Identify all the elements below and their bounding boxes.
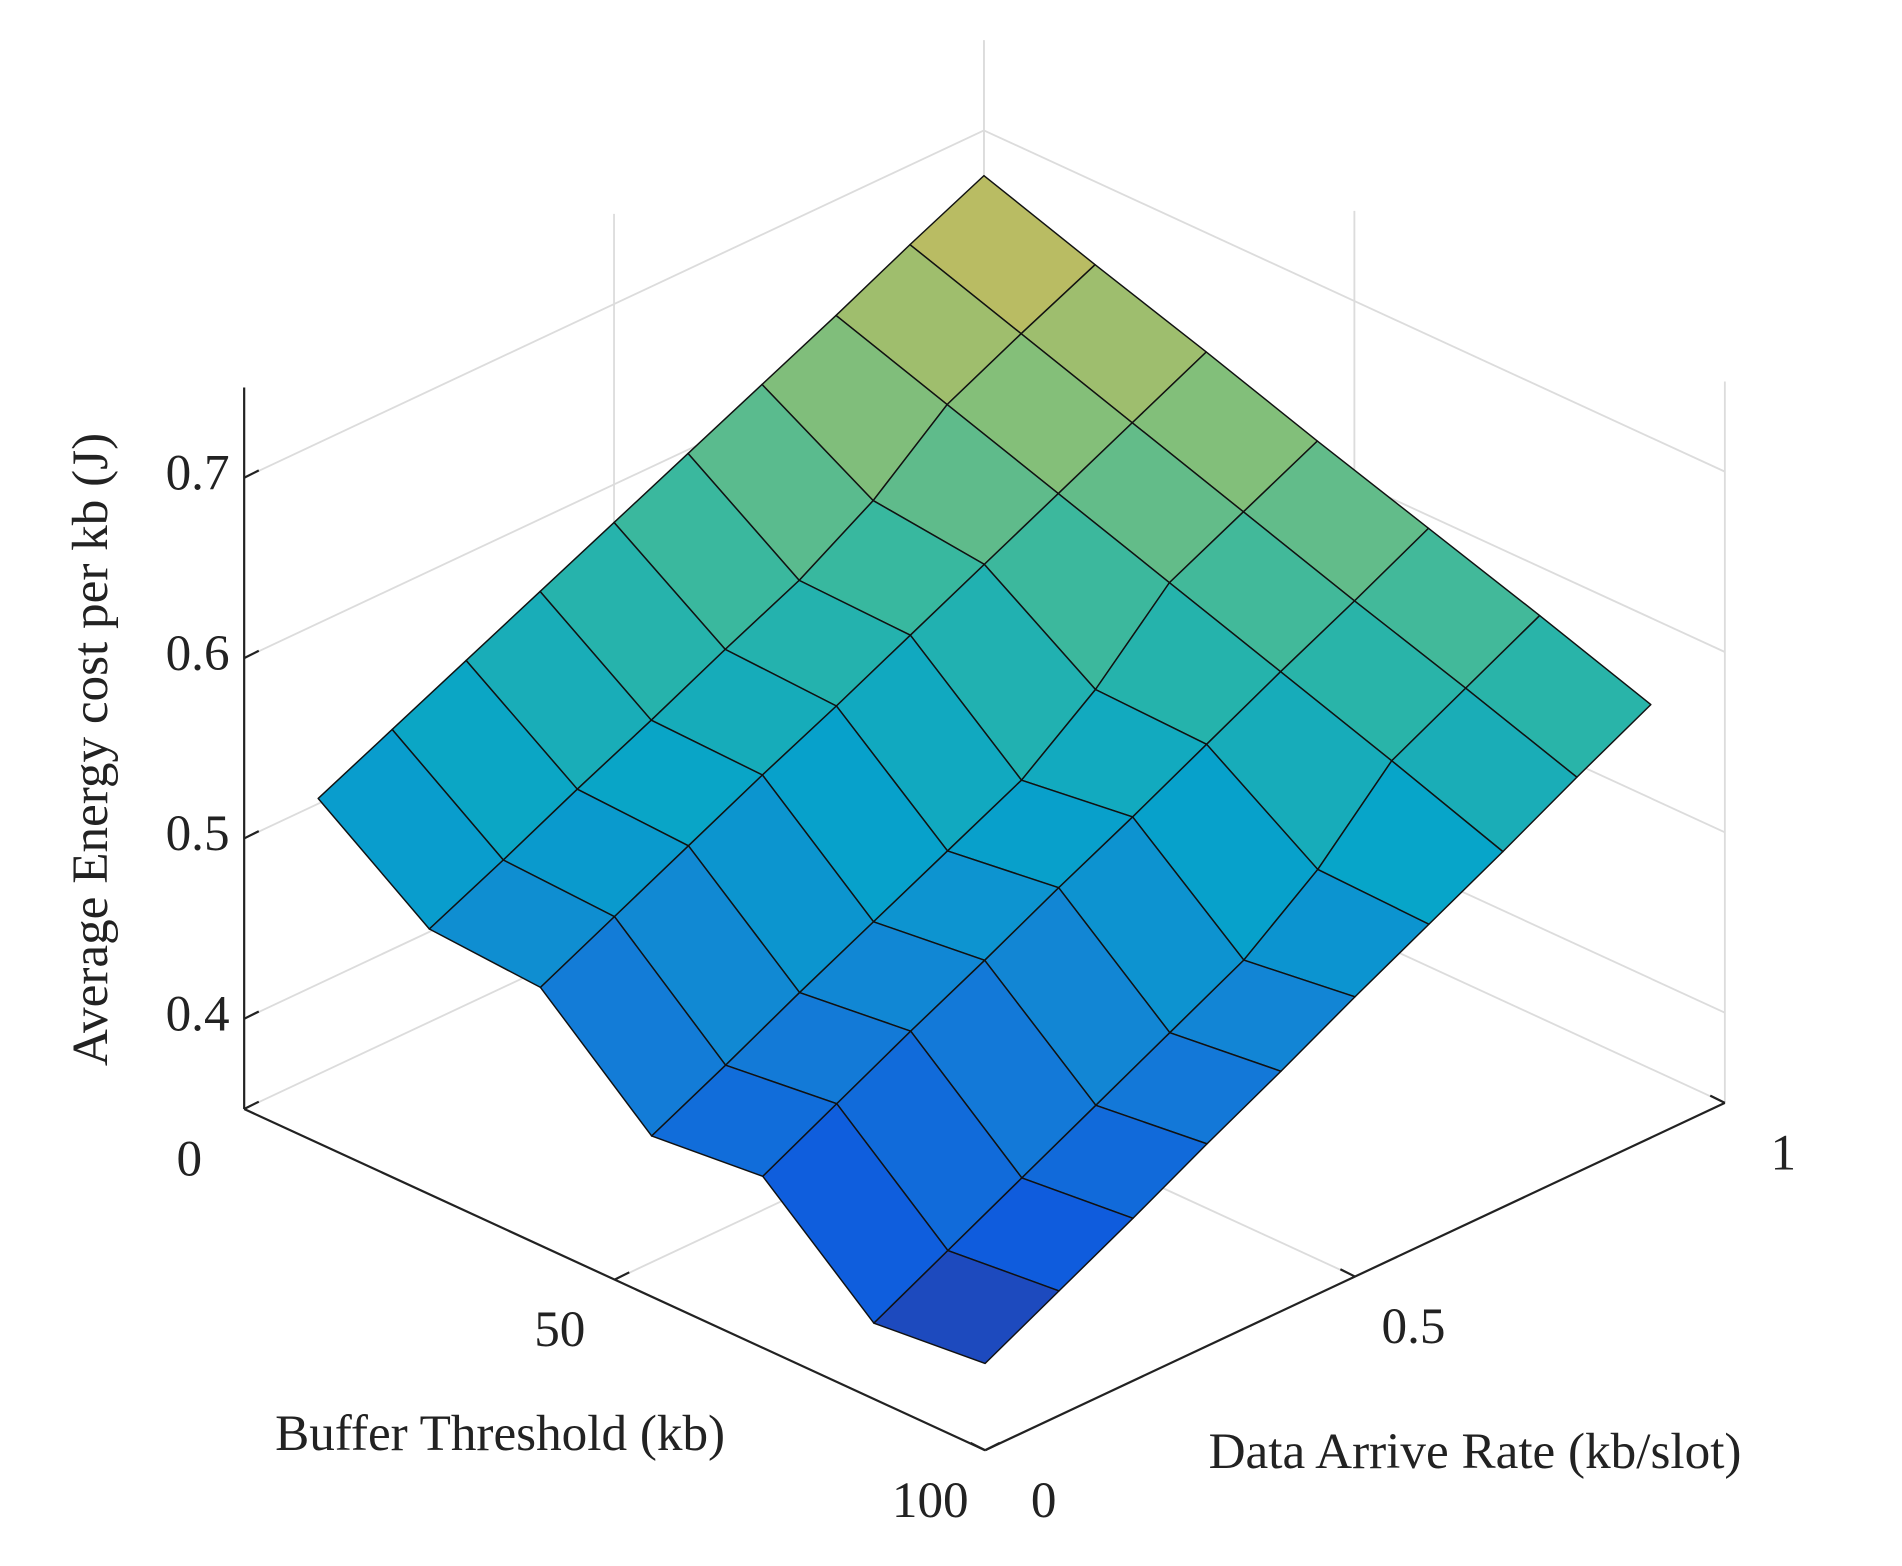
tick-mark <box>243 830 260 840</box>
tick-mark <box>970 1441 986 1452</box>
x-tick-label: 0 <box>177 1131 203 1188</box>
x-axis-label: Buffer Threshold (kb) <box>275 1405 725 1462</box>
y-tick-label: 1 <box>1771 1124 1797 1181</box>
z-tick-label: 0.6 <box>166 625 230 682</box>
z-tick-label: 0.5 <box>166 805 230 862</box>
tick-mark <box>243 1100 260 1110</box>
y-tick-label: 0.5 <box>1382 1298 1446 1355</box>
surface-patch <box>873 1249 1060 1365</box>
x-tick-label: 100 <box>892 1472 969 1529</box>
z-tick-label: 0.4 <box>166 986 230 1043</box>
z-axis-label: Average Energy cost per kb (J) <box>62 433 119 1066</box>
tick-mark <box>614 1271 630 1281</box>
tick-mark <box>984 1441 1001 1452</box>
tick-mark <box>243 649 260 660</box>
z-tick-label: 0.7 <box>166 444 230 501</box>
tick-mark <box>243 1010 260 1020</box>
tick-mark <box>1339 1268 1356 1278</box>
tick-mark <box>243 469 260 479</box>
tick-mark <box>1709 1094 1726 1104</box>
y-axis-label: Data Arrive Rate (kb/slot) <box>1209 1423 1742 1480</box>
x-tick-label: 50 <box>534 1301 585 1358</box>
y-tick-label: 0 <box>1031 1472 1057 1529</box>
